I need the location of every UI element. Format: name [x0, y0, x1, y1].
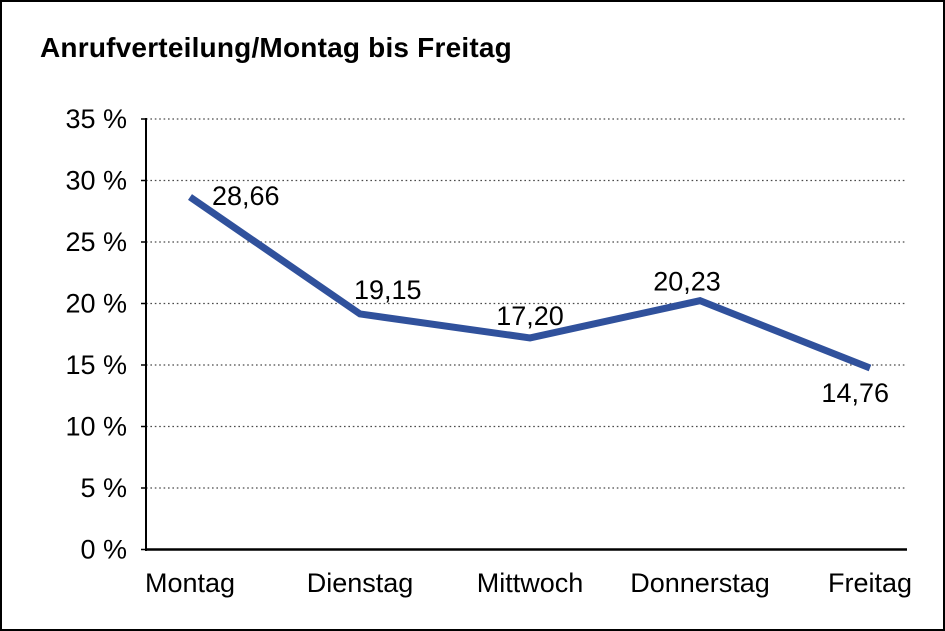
data-label: 14,76	[821, 378, 889, 408]
y-axis-tick-label: 15 %	[65, 350, 127, 380]
y-axis-tick-label: 5 %	[80, 473, 127, 503]
y-axis-tick-label: 30 %	[65, 166, 127, 196]
x-axis-label: Donnerstag	[630, 568, 770, 598]
x-axis-label: Montag	[145, 568, 235, 598]
x-axis-label: Dienstag	[307, 568, 414, 598]
series-line	[188, 194, 872, 372]
y-axis-tick-label: 0 %	[80, 535, 127, 565]
y-axis-tick-label: 20 %	[65, 289, 127, 319]
y-axis-tick-label: 35 %	[65, 104, 127, 134]
y-axis-tick-label: 25 %	[65, 227, 127, 257]
chart-title: Anrufverteilung/Montag bis Freitag	[40, 32, 512, 63]
data-label: 28,66	[212, 181, 280, 211]
y-axis-tick-label: 10 %	[65, 412, 127, 442]
x-axis-label: Freitag	[828, 568, 912, 598]
data-label: 20,23	[653, 267, 721, 297]
x-axis-label: Mittwoch	[477, 568, 584, 598]
data-label: 19,15	[354, 275, 422, 305]
data-label: 17,20	[496, 301, 564, 331]
